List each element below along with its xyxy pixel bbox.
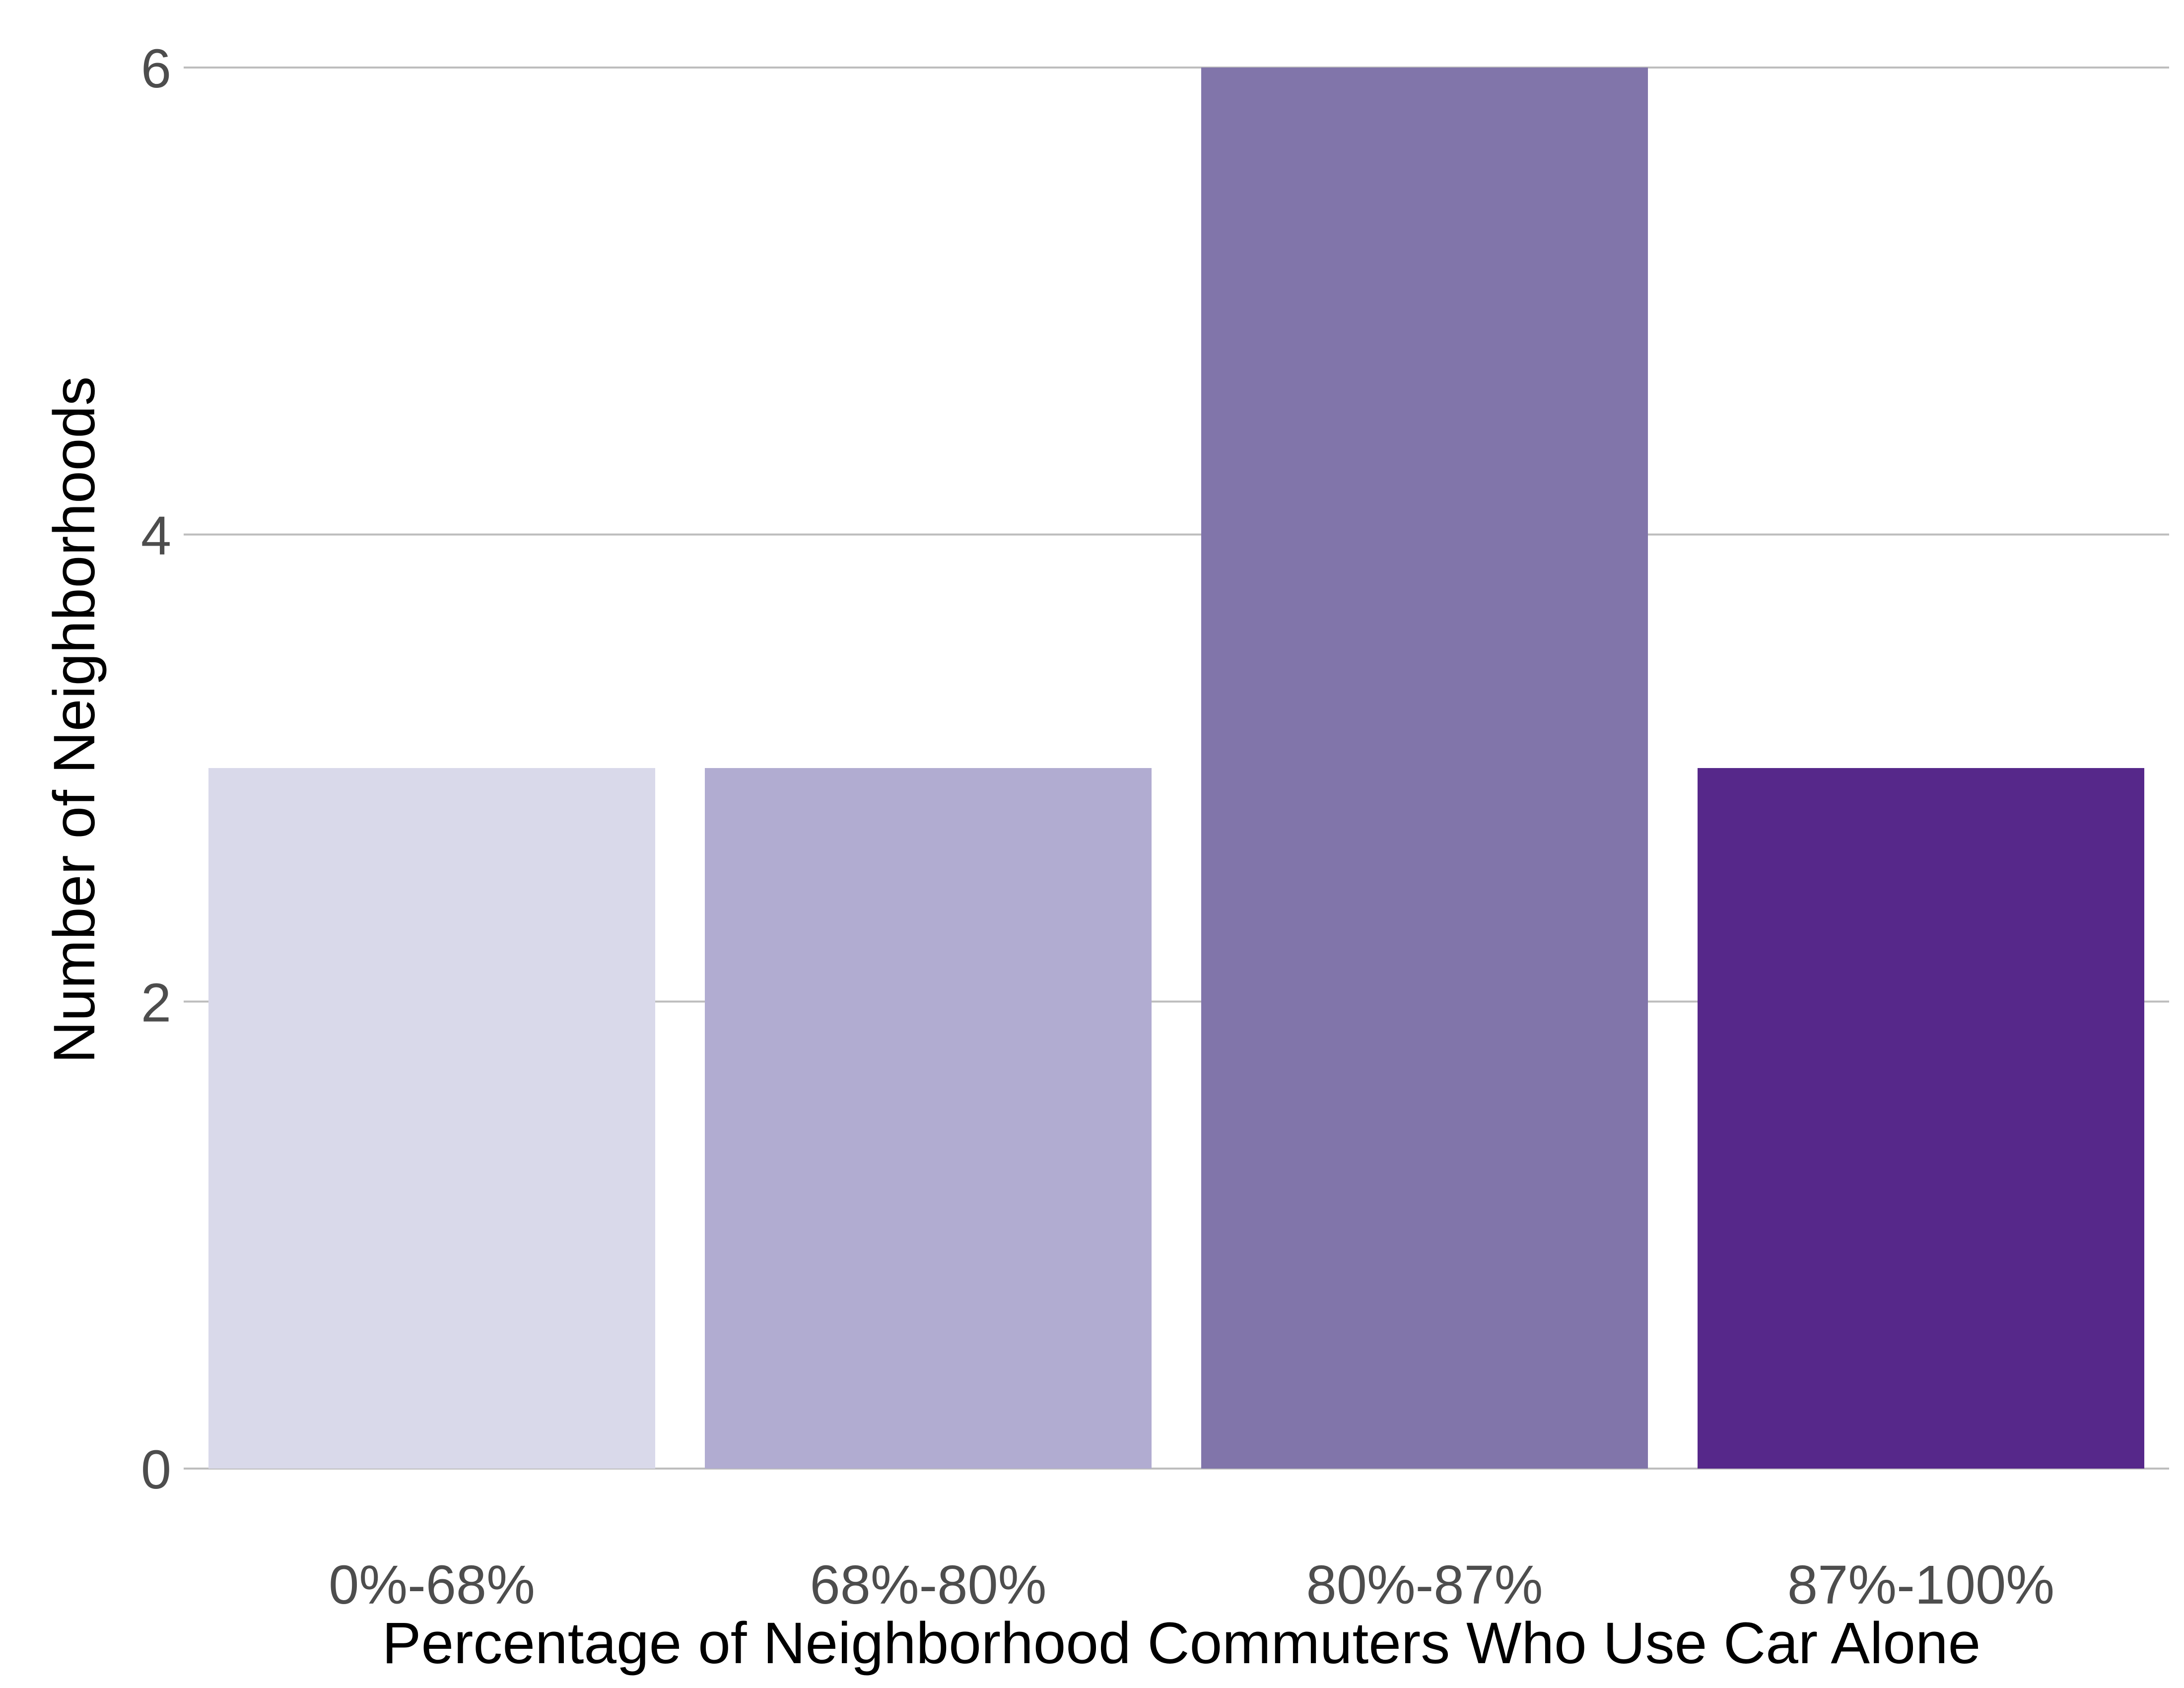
y-tick-label: 2 — [141, 972, 171, 1033]
x-tick-label: 68%-80% — [810, 1554, 1047, 1616]
y-tick-labels: 0 2 4 6 — [141, 38, 171, 1500]
x-tick-label: 80%-87% — [1306, 1554, 1543, 1616]
x-tick-label: 0%-68% — [329, 1554, 535, 1616]
bar — [208, 768, 655, 1469]
bars — [208, 68, 2144, 1469]
y-tick-label: 6 — [141, 38, 171, 99]
x-axis-title: Percentage of Neighborhood Commuters Who… — [382, 1611, 1980, 1676]
y-tick-label: 4 — [141, 505, 171, 566]
y-axis-title: Number of Neighborhoods — [42, 376, 107, 1063]
y-tick-label: 0 — [141, 1439, 171, 1500]
bar — [1201, 68, 1648, 1469]
bar — [1698, 768, 2144, 1469]
x-tick-label: 87%-100% — [1787, 1554, 2054, 1616]
bar — [705, 768, 1152, 1469]
x-tick-labels: 0%-68% 68%-80% 80%-87% 87%-100% — [329, 1554, 2054, 1616]
